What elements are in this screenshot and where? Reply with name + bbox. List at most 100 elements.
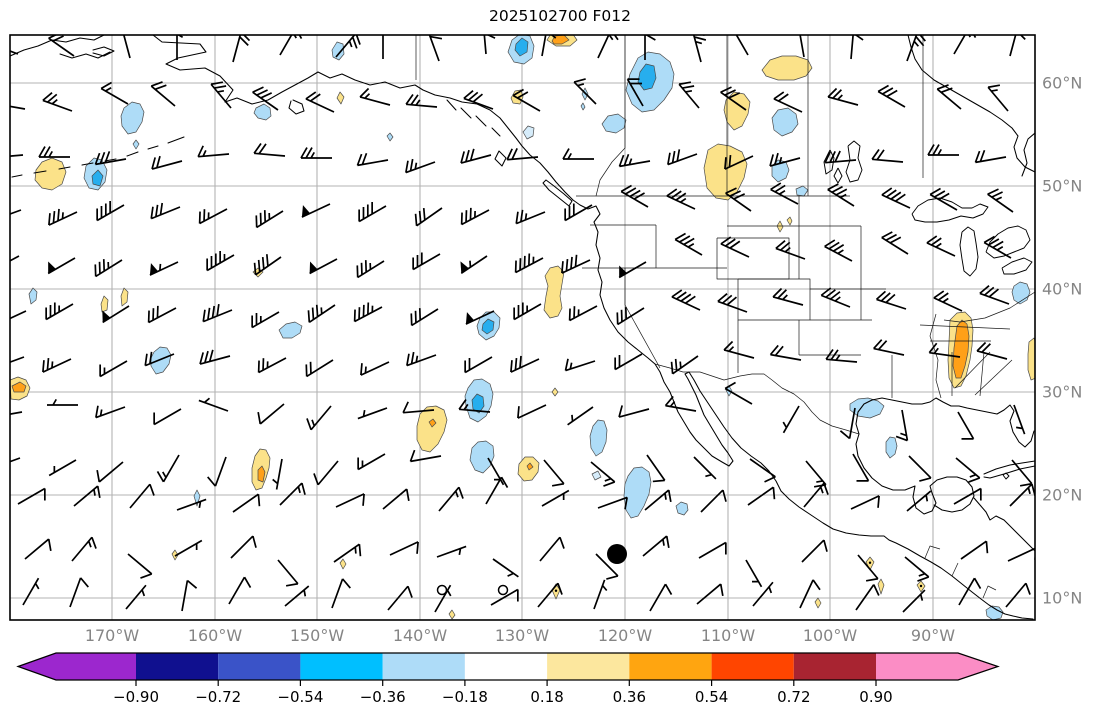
wind-barb xyxy=(463,90,494,110)
wind-barb xyxy=(618,261,647,279)
wind-barb xyxy=(782,405,800,434)
wind-barb xyxy=(749,458,776,483)
contour-patch xyxy=(675,501,689,516)
wind-barb xyxy=(301,203,331,218)
contour-patch xyxy=(580,102,586,111)
wind-barb xyxy=(156,454,180,483)
wind-barb xyxy=(561,254,591,274)
wind-barb xyxy=(382,488,410,510)
wind-barb xyxy=(257,357,287,374)
wind-barb xyxy=(48,208,78,226)
wind-barb xyxy=(799,35,805,58)
graticule-gridlines xyxy=(10,35,1035,620)
wind-barb xyxy=(492,558,519,578)
x-tick-label: 140°W xyxy=(393,626,448,645)
wind-barb xyxy=(850,495,880,510)
wind-barb xyxy=(616,307,645,326)
wind-barb xyxy=(827,87,859,106)
wind-barb xyxy=(95,405,126,419)
wind-barb xyxy=(232,35,251,63)
wind-barb xyxy=(305,359,334,378)
wind-barb xyxy=(839,407,856,440)
colorbar-tick-label: 0.18 xyxy=(530,688,563,706)
wind-barb xyxy=(895,409,909,442)
wind-barb xyxy=(692,35,707,63)
wind-barb xyxy=(232,493,261,513)
x-tick-label: 130°W xyxy=(495,626,550,645)
contour-patch xyxy=(278,321,303,339)
wind-barb xyxy=(305,91,335,113)
wind-barb xyxy=(387,585,413,611)
wind-barb xyxy=(929,187,958,211)
wind-barb xyxy=(125,584,147,610)
wind-barb xyxy=(747,486,776,506)
wind-barb xyxy=(752,581,774,607)
wind-barb xyxy=(974,149,1007,164)
coastlines xyxy=(10,35,1035,620)
calm-circle xyxy=(497,584,509,596)
state-province-borders xyxy=(415,35,1035,599)
map-frame xyxy=(9,34,1036,621)
wind-barb xyxy=(458,398,491,413)
wind-barb xyxy=(1005,582,1031,608)
wind-barb xyxy=(255,210,284,229)
wind-barb xyxy=(253,254,282,276)
wind-barb xyxy=(987,84,1009,112)
colorbar-segment xyxy=(382,653,465,680)
wind-barb xyxy=(402,401,435,414)
contour-patch xyxy=(761,55,813,81)
wind-barb xyxy=(593,579,608,610)
contour-patch xyxy=(551,35,570,45)
wind-barb xyxy=(333,543,362,563)
wind-barb xyxy=(487,457,505,486)
contour-patch xyxy=(623,466,652,519)
wind-barb xyxy=(71,536,97,562)
wind-barb xyxy=(10,356,25,364)
wind-barb xyxy=(908,455,932,482)
contour-patch xyxy=(448,609,456,620)
x-tick-label: 100°W xyxy=(803,626,858,645)
wind-barb xyxy=(382,35,384,59)
wind-barb xyxy=(513,302,542,321)
colorbar-segment xyxy=(218,653,301,680)
wind-barb xyxy=(644,489,672,511)
wind-barb xyxy=(543,459,565,487)
wind-barb xyxy=(405,158,436,174)
wind-barb xyxy=(517,404,547,419)
colorbar-segment xyxy=(547,653,630,680)
wind-barb xyxy=(626,78,644,107)
wind-barb xyxy=(979,285,1010,305)
y-tick-label: 40°N xyxy=(1042,280,1082,299)
wind-barb xyxy=(567,406,594,426)
wind-barb xyxy=(412,252,441,271)
wind-barb xyxy=(620,184,649,208)
colorbar-tick-label: −0.36 xyxy=(360,688,406,706)
wind-barb xyxy=(228,576,252,605)
wind-barb xyxy=(406,351,437,367)
contour-patch xyxy=(132,139,140,150)
colorbar-tick-label: 0.72 xyxy=(777,688,810,706)
wind-barb xyxy=(850,35,864,60)
wind-barb xyxy=(1013,404,1026,435)
wind-barb xyxy=(955,457,981,483)
wind-barb xyxy=(485,476,509,505)
contour-patch xyxy=(120,101,145,135)
contour-patch xyxy=(952,319,970,379)
wind-barbs xyxy=(10,35,1035,613)
x-tick-label: 90°W xyxy=(911,626,955,645)
wind-barb xyxy=(573,78,597,105)
wind-barb xyxy=(389,541,419,556)
contour-patch xyxy=(481,318,495,335)
wind-barb xyxy=(331,578,351,609)
wind-barb xyxy=(987,188,1014,213)
wind-barb xyxy=(983,235,1012,259)
contour-patch xyxy=(522,125,535,140)
wind-barb xyxy=(873,339,905,356)
wind-barb xyxy=(272,458,283,490)
wind-barb xyxy=(725,187,752,212)
colorbar-tick-label: −0.90 xyxy=(113,688,159,706)
x-tick-label: 110°W xyxy=(701,626,756,645)
contour-patch xyxy=(551,387,559,397)
wind-barb xyxy=(805,460,827,488)
